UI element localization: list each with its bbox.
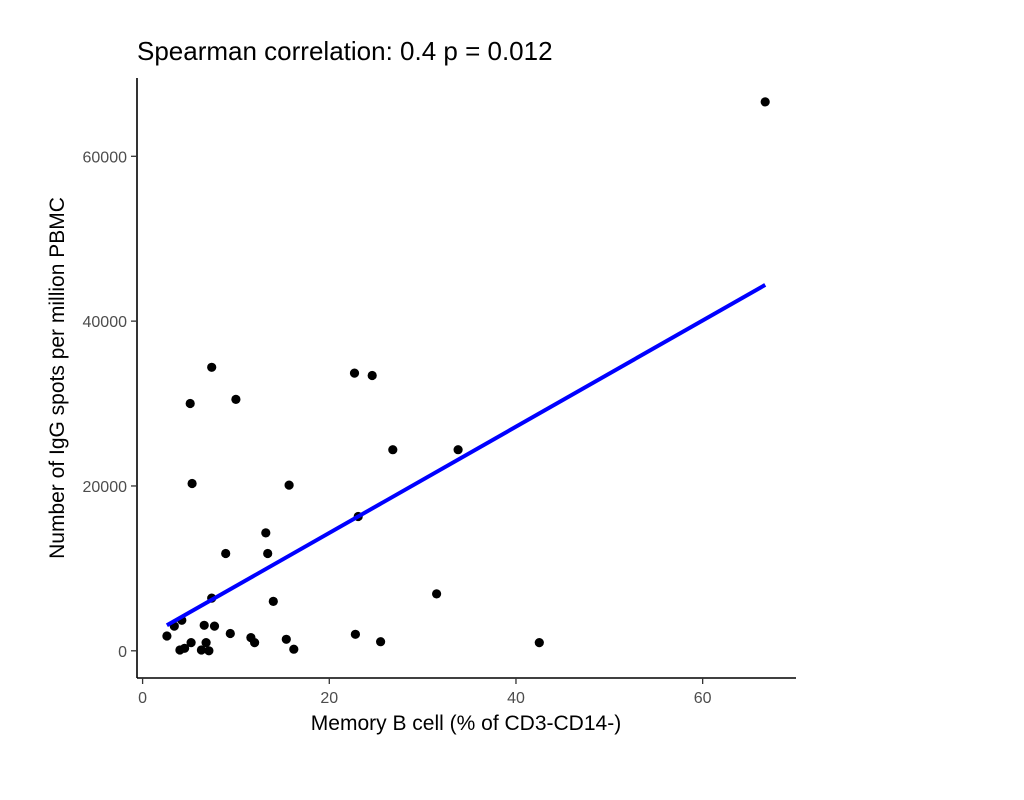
data-point xyxy=(180,643,190,653)
data-point xyxy=(185,398,195,409)
data-point xyxy=(350,629,360,639)
data-point xyxy=(201,638,211,648)
data-point xyxy=(186,638,196,648)
data-point xyxy=(432,589,442,599)
data-point xyxy=(760,97,770,107)
data-point xyxy=(187,478,197,489)
x-tick-label: 0 xyxy=(138,690,147,707)
x-tick-label: 40 xyxy=(507,690,525,707)
data-point xyxy=(204,646,214,656)
x-axis-ticks: 0 20 40 60 xyxy=(138,678,712,707)
data-point xyxy=(207,362,217,372)
data-point xyxy=(221,548,231,559)
data-point xyxy=(534,638,544,648)
data-point xyxy=(281,634,291,644)
data-point xyxy=(209,621,220,631)
data-point xyxy=(225,628,235,639)
data-point xyxy=(250,638,260,648)
y-tick-label: 0 xyxy=(118,644,127,661)
trend-line xyxy=(165,283,767,628)
data-point xyxy=(349,368,360,378)
chart-title: Spearman correlation: 0.4 p = 0.012 xyxy=(137,36,553,66)
y-axis-ticks: 0 20000 40000 60000 xyxy=(83,149,137,661)
y-axis-label: Number of IgG spots per million PBMC xyxy=(46,197,69,559)
data-point xyxy=(376,637,386,647)
data-point xyxy=(231,394,241,404)
y-tick-label: 60000 xyxy=(83,149,128,166)
data-point xyxy=(199,620,209,630)
data-point xyxy=(261,528,271,538)
data-point xyxy=(162,631,172,641)
data-point xyxy=(263,548,273,559)
data-point xyxy=(388,445,398,455)
x-axis-label: Memory B cell (% of CD3-CD14-) xyxy=(311,712,621,735)
data-point xyxy=(196,645,206,655)
x-tick-label: 60 xyxy=(694,690,712,707)
data-point xyxy=(284,480,294,490)
plot-area xyxy=(162,97,770,656)
y-tick-label: 40000 xyxy=(83,314,128,331)
data-point xyxy=(289,644,299,654)
y-tick-label: 20000 xyxy=(83,479,128,496)
data-point xyxy=(367,370,377,381)
data-point xyxy=(453,445,463,455)
x-tick-label: 20 xyxy=(320,690,338,707)
data-point xyxy=(268,596,278,607)
